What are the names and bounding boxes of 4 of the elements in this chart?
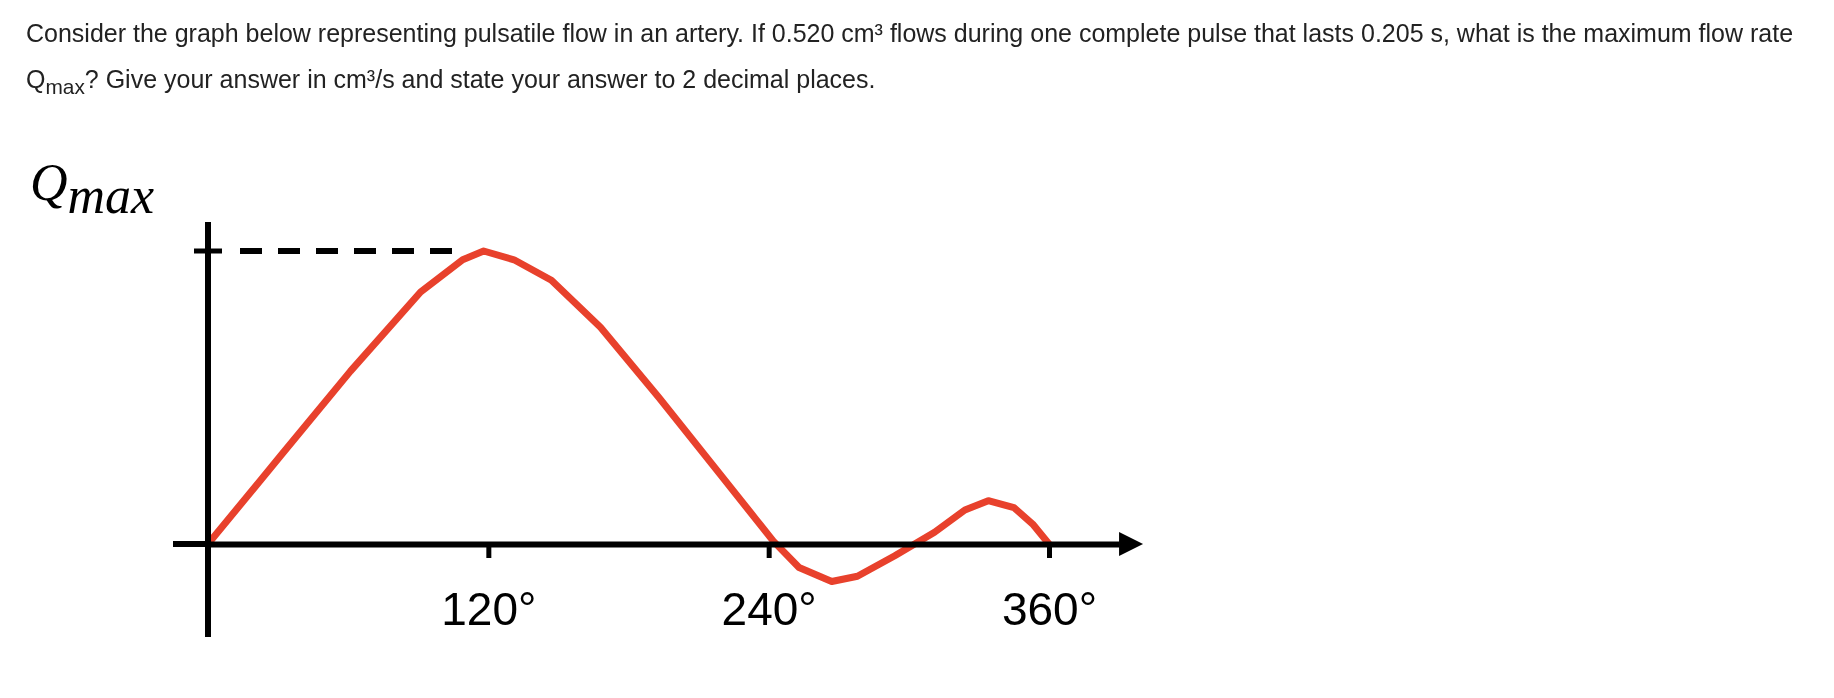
chart-title: Consider the graph below representing pulsatile flow in an artery. If 0.520 cm³ flows during one complete pulse that lasts 0.205 s, what is the maximum flow rate Q$_{max}$? Give your answer in cm³/s and state your answer to 2 decimal places. — [26, 18, 1795, 100]
x-tick-label: 240° — [721, 582, 817, 635]
x-tick-label: 120° — [441, 582, 537, 635]
x-tick-label: 360° — [1001, 582, 1098, 635]
